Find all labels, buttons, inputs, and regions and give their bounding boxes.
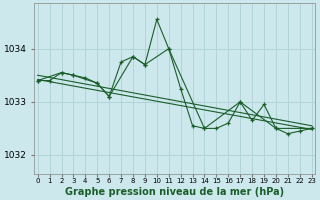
X-axis label: Graphe pression niveau de la mer (hPa): Graphe pression niveau de la mer (hPa) [65,187,284,197]
